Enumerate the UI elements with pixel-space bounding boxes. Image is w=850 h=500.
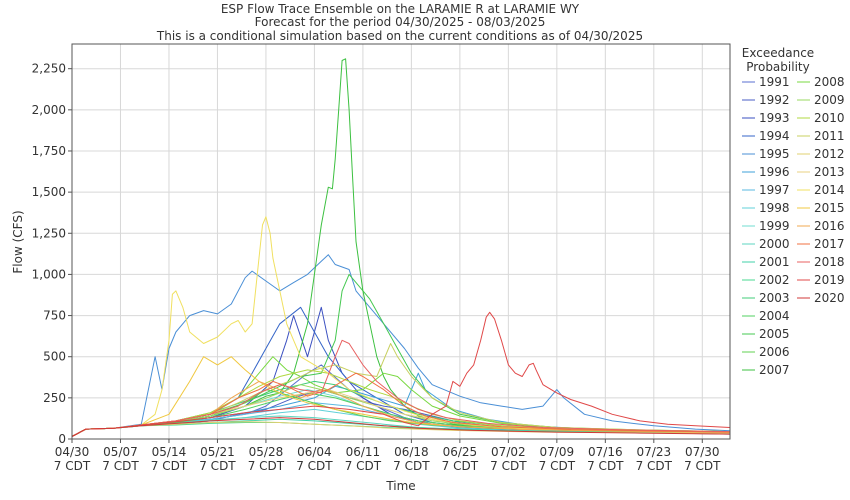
chart-subtitle: Forecast for the period 04/30/2025 - 08/… xyxy=(255,15,546,29)
x-tick-label-date: 07/23 xyxy=(637,445,672,459)
y-tick-label: 500 xyxy=(43,350,66,364)
y-tick-label: 1,750 xyxy=(32,144,66,158)
grid-lines xyxy=(72,44,730,439)
legend-label-2014: 2014 xyxy=(814,183,845,197)
y-tick-label: 750 xyxy=(43,309,66,323)
x-tick-label-date: 05/14 xyxy=(152,445,187,459)
series-line-2018 xyxy=(71,339,731,437)
legend-label-2001: 2001 xyxy=(759,255,790,269)
x-tick-label-time: 7 CDT xyxy=(442,459,479,473)
x-tick-label-date: 07/16 xyxy=(588,445,623,459)
legend-label-2016: 2016 xyxy=(814,219,845,233)
legend-label-2012: 2012 xyxy=(814,147,845,161)
x-tick-label-time: 7 CDT xyxy=(393,459,430,473)
x-tick-label-date: 05/28 xyxy=(249,445,284,459)
chart-title: ESP Flow Trace Ensemble on the LARAMIE R… xyxy=(221,2,580,16)
series-line-2014 xyxy=(71,216,731,437)
legend-label-1991: 1991 xyxy=(759,75,790,89)
legend-label-1997: 1997 xyxy=(759,183,790,197)
legend-label-1995: 1995 xyxy=(759,147,790,161)
x-tick-label-date: 06/25 xyxy=(443,445,478,459)
x-tick-label-date: 06/11 xyxy=(346,445,381,459)
x-tick-label-time: 7 CDT xyxy=(684,459,721,473)
legend-label-1996: 1996 xyxy=(759,165,790,179)
series-line-1995 xyxy=(71,254,731,437)
legend-title-line1: Exceedance xyxy=(742,46,814,60)
y-tick-label: 2,250 xyxy=(32,62,66,76)
x-tick-label-time: 7 CDT xyxy=(345,459,382,473)
y-tick-label: 1,500 xyxy=(32,185,66,199)
legend-label-2008: 2008 xyxy=(814,75,845,89)
legend-label-2010: 2010 xyxy=(814,111,845,125)
x-tick-label-date: 07/30 xyxy=(685,445,720,459)
chart-subtitle-2: This is a conditional simulation based o… xyxy=(156,29,643,43)
legend-label-2019: 2019 xyxy=(814,273,845,287)
y-tick-label: 1,250 xyxy=(32,226,66,240)
x-tick-label-time: 7 CDT xyxy=(587,459,624,473)
y-tick-label: 2,000 xyxy=(32,103,66,117)
legend-label-1994: 1994 xyxy=(759,129,790,143)
x-tick-label-date: 06/18 xyxy=(394,445,429,459)
x-tick-label-date: 07/09 xyxy=(540,445,575,459)
legend-label-2005: 2005 xyxy=(759,327,790,341)
x-tick-label-time: 7 CDT xyxy=(151,459,188,473)
series-line-2020 xyxy=(71,417,731,437)
x-tick-label-date: 06/04 xyxy=(297,445,332,459)
legend-label-2013: 2013 xyxy=(814,165,845,179)
legend-label-2015: 2015 xyxy=(814,201,845,215)
x-tick-label-time: 7 CDT xyxy=(248,459,285,473)
series-lines xyxy=(71,58,731,437)
legend-label-1992: 1992 xyxy=(759,93,790,107)
x-axis-label: Time xyxy=(385,479,415,493)
x-tick-label-date: 05/07 xyxy=(103,445,138,459)
legend-label-1998: 1998 xyxy=(759,201,790,215)
y-axis-label: Flow (CFS) xyxy=(11,210,25,273)
y-axis-ticks: 0 250 500 750 1,000 1,250 1,500 1,750 2,000 2,250 xyxy=(32,62,72,446)
x-tick-label-date: 05/21 xyxy=(200,445,235,459)
legend-label-1993: 1993 xyxy=(759,111,790,125)
series-line-2019 xyxy=(71,311,731,437)
x-tick-label-time: 7 CDT xyxy=(539,459,576,473)
y-tick-label: 1,000 xyxy=(32,267,66,281)
legend-label-2017: 2017 xyxy=(814,237,845,251)
legend-label-1999: 1999 xyxy=(759,219,790,233)
legend-label-2007: 2007 xyxy=(759,363,790,377)
legend-label-2000: 2000 xyxy=(759,237,790,251)
x-tick-label-time: 7 CDT xyxy=(296,459,333,473)
plot-frame xyxy=(71,43,731,440)
y-tick-label: 0 xyxy=(58,432,66,446)
legend-label-2018: 2018 xyxy=(814,255,845,269)
x-tick-label-date: 07/02 xyxy=(491,445,526,459)
legend-label-2011: 2011 xyxy=(814,129,845,143)
legend-label-2006: 2006 xyxy=(759,345,790,359)
x-tick-label-time: 7 CDT xyxy=(102,459,139,473)
legend-label-2003: 2003 xyxy=(759,291,790,305)
x-tick-label-time: 7 CDT xyxy=(199,459,236,473)
legend-label-2020: 2020 xyxy=(814,291,845,305)
x-tick-label-time: 7 CDT xyxy=(636,459,673,473)
legend-label-2002: 2002 xyxy=(759,273,790,287)
x-tick-label-date: 04/30 xyxy=(55,445,90,459)
legend-title-line2: Probability xyxy=(746,60,809,74)
legend-label-2004: 2004 xyxy=(759,309,790,323)
y-tick-label: 250 xyxy=(43,391,66,405)
x-tick-label-time: 7 CDT xyxy=(54,459,91,473)
legend: 1991 1992 1993 1994 1995 1996 1997 1998 1999 2000… xyxy=(742,75,845,377)
legend-label-2009: 2009 xyxy=(814,93,845,107)
x-tick-label-time: 7 CDT xyxy=(490,459,527,473)
